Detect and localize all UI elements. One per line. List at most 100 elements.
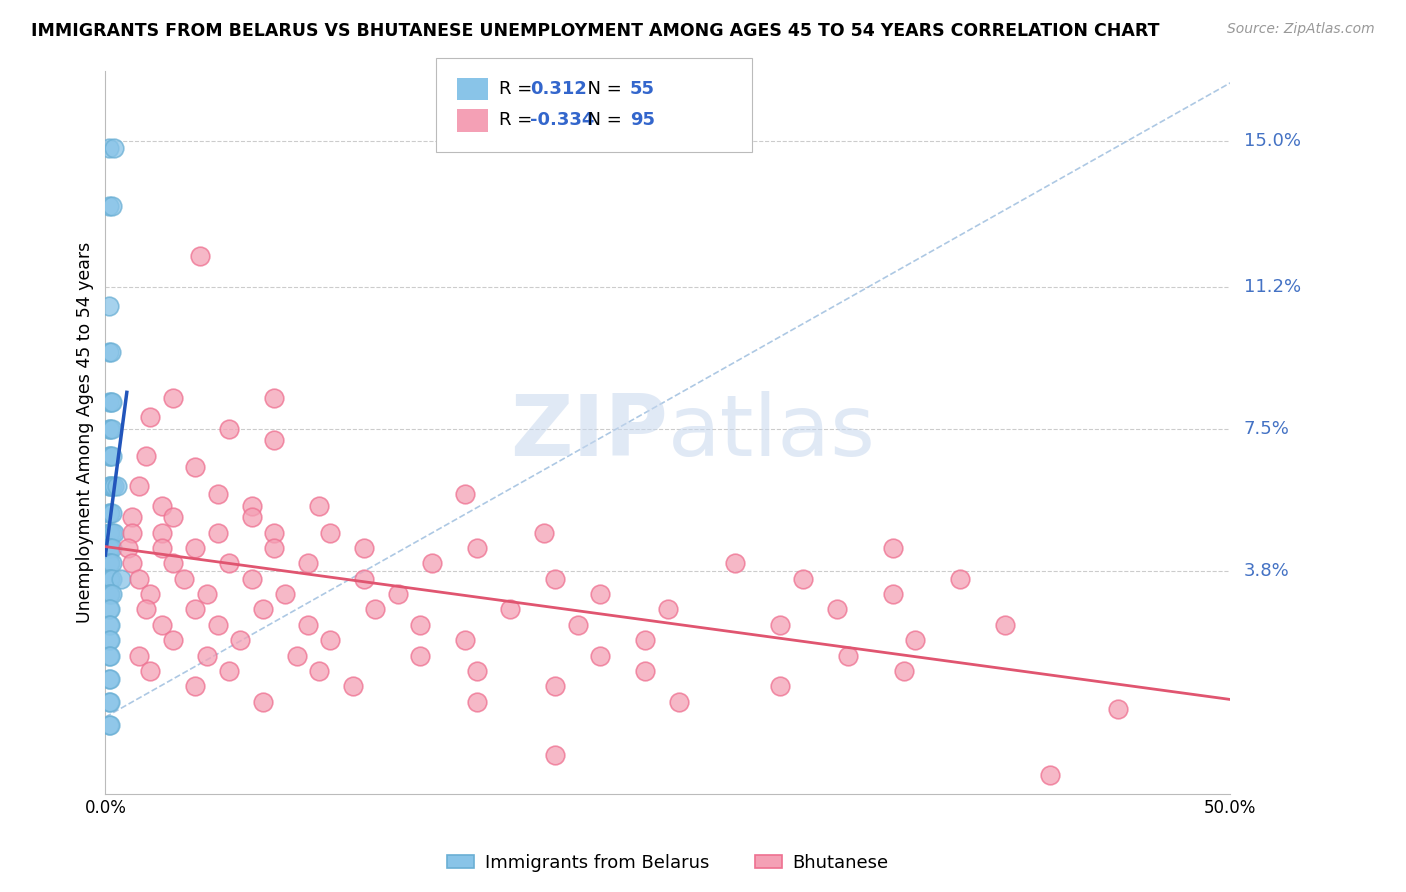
Text: Source: ZipAtlas.com: Source: ZipAtlas.com (1227, 22, 1375, 37)
Point (285, 648, 308, 663)
Point (98, 449, 121, 463)
Point (409, 648, 432, 663)
Point (465, 695, 488, 709)
Point (949, 572, 972, 586)
Legend: Immigrants from Belarus, Bhutanese: Immigrants from Belarus, Bhutanese (440, 847, 896, 879)
Point (454, 633, 477, 648)
Point (97, 556, 120, 570)
Point (263, 434, 285, 448)
Text: N =: N = (576, 112, 628, 129)
Point (1107, 702, 1129, 716)
Point (139, 410, 162, 425)
Text: R =: R = (499, 112, 538, 129)
Point (218, 422, 240, 436)
Point (263, 541, 285, 555)
Point (98, 617, 121, 632)
Point (98, 541, 121, 555)
Point (837, 648, 859, 663)
Point (97, 506, 120, 520)
Point (229, 633, 252, 648)
Point (184, 460, 207, 475)
Point (769, 617, 792, 632)
Text: 15.0%: 15.0% (1244, 131, 1301, 150)
Point (97, 299, 120, 313)
Point (135, 602, 157, 616)
Point (98, 587, 121, 601)
Point (97, 141, 120, 155)
Point (105, 479, 128, 493)
Point (308, 664, 330, 678)
Point (97, 695, 120, 709)
Point (103, 479, 125, 493)
Text: 95: 95 (630, 112, 655, 129)
Point (252, 695, 274, 709)
Point (97, 648, 120, 663)
Point (544, 679, 567, 693)
Point (893, 664, 915, 678)
Point (465, 541, 488, 555)
Point (128, 572, 150, 586)
Point (274, 587, 297, 601)
Point (97, 199, 120, 213)
Point (387, 587, 409, 601)
Point (353, 541, 375, 555)
Text: R =: R = (499, 80, 538, 98)
Point (150, 541, 173, 555)
Point (904, 633, 927, 648)
Point (117, 541, 139, 555)
Text: N =: N = (576, 80, 628, 98)
Point (98, 422, 121, 436)
Point (97, 572, 120, 586)
Point (184, 541, 207, 555)
Point (240, 499, 263, 513)
Point (263, 525, 285, 540)
Point (98, 572, 121, 586)
Point (567, 617, 589, 632)
Point (162, 556, 184, 570)
Point (589, 587, 612, 601)
Text: 0.312: 0.312 (530, 80, 586, 98)
Point (121, 525, 143, 540)
Point (634, 664, 657, 678)
Point (207, 525, 229, 540)
Point (97, 672, 120, 686)
Point (162, 391, 184, 405)
Point (97, 345, 120, 359)
Point (101, 506, 124, 520)
Text: -0.334: -0.334 (530, 112, 595, 129)
Point (98, 602, 121, 616)
Point (162, 633, 184, 648)
Point (139, 587, 162, 601)
Point (792, 572, 814, 586)
Text: atlas: atlas (668, 391, 876, 475)
Point (97, 541, 120, 555)
Point (98, 648, 121, 663)
Point (308, 499, 330, 513)
Point (184, 679, 207, 693)
Point (724, 556, 747, 570)
Point (173, 572, 195, 586)
Point (97, 617, 120, 632)
Point (297, 556, 319, 570)
Point (100, 395, 122, 409)
Point (97, 717, 120, 731)
Point (319, 525, 342, 540)
Point (121, 556, 143, 570)
Point (1039, 767, 1062, 781)
Point (101, 395, 124, 409)
Point (162, 510, 184, 524)
Point (98, 633, 121, 648)
Point (121, 510, 143, 524)
Text: IMMIGRANTS FROM BELARUS VS BHUTANESE UNEMPLOYMENT AMONG AGES 45 TO 54 YEARS CORR: IMMIGRANTS FROM BELARUS VS BHUTANESE UNE… (31, 22, 1160, 40)
Point (499, 602, 522, 616)
Point (103, 141, 125, 155)
Point (101, 422, 124, 436)
Point (97, 479, 120, 493)
Point (589, 648, 612, 663)
Point (98, 672, 121, 686)
Point (353, 572, 375, 586)
Point (188, 249, 211, 263)
Text: 7.5%: 7.5% (1244, 420, 1289, 438)
Point (544, 572, 567, 586)
Point (825, 602, 848, 616)
